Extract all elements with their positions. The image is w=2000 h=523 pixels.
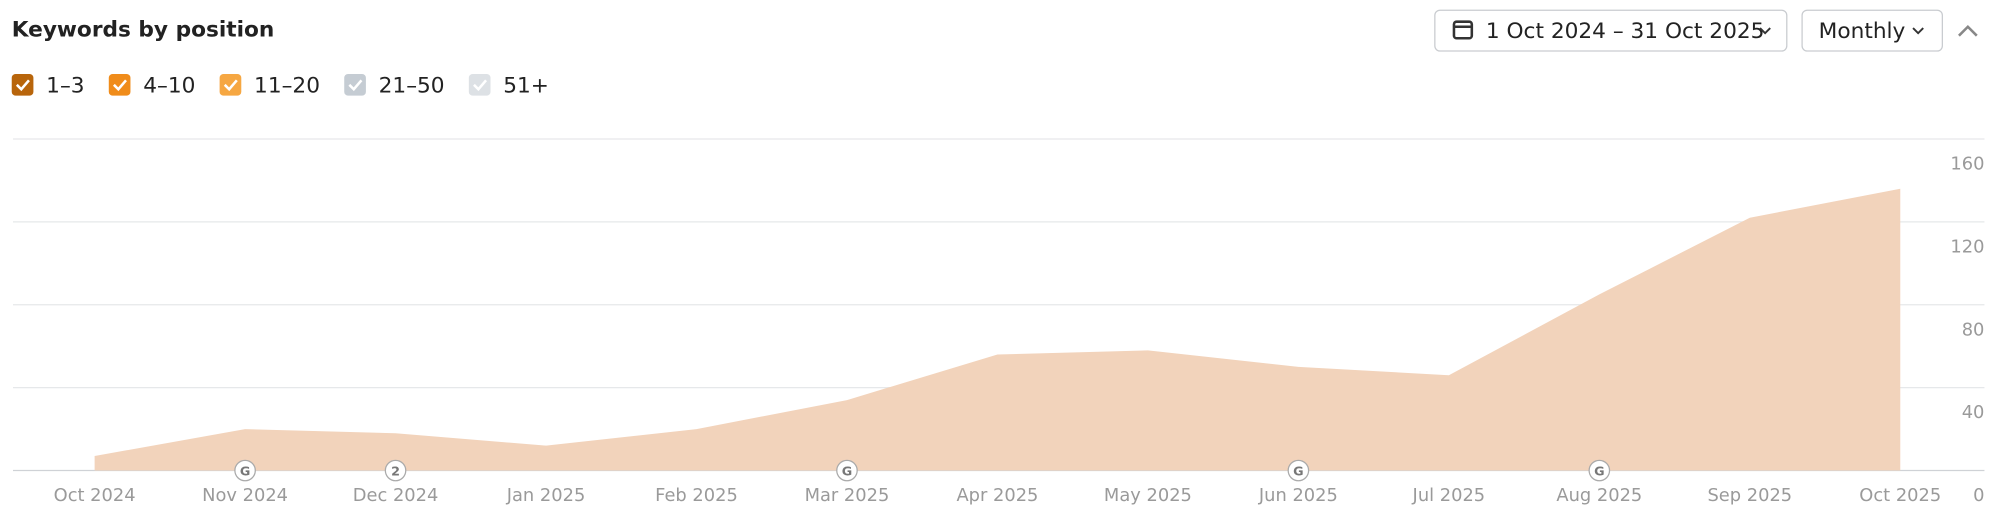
legend-checkbox[interactable] bbox=[108, 73, 131, 96]
event-marker[interactable] bbox=[836, 459, 858, 482]
legend-label: 21–50 bbox=[379, 74, 445, 99]
y-tick-label: 0 bbox=[1973, 485, 1984, 506]
x-tick-label: Jun 2025 bbox=[1258, 485, 1338, 506]
legend-checkbox[interactable] bbox=[344, 73, 366, 96]
y-tick-label: 40 bbox=[1962, 402, 1985, 423]
legend-label: 11–20 bbox=[254, 74, 320, 99]
checkmark bbox=[473, 79, 488, 92]
legend-checkbox[interactable] bbox=[219, 73, 242, 96]
legend-checkbox[interactable] bbox=[11, 73, 34, 96]
checkmark bbox=[223, 79, 238, 92]
checkmark bbox=[348, 79, 363, 92]
x-tick-label: Jan 2025 bbox=[506, 485, 586, 506]
y-tick-label: 80 bbox=[1962, 319, 1985, 340]
date-range-button[interactable]: 1 Oct 2024 – 31 Oct 2025 bbox=[1434, 9, 1788, 52]
checkmark bbox=[15, 79, 30, 92]
event-marker-label: G bbox=[1293, 464, 1303, 479]
interval-button[interactable]: Monthly bbox=[1801, 9, 1943, 52]
event-marker-label: G bbox=[1594, 464, 1604, 479]
legend-label: 51+ bbox=[503, 74, 549, 99]
y-tick-label: 160 bbox=[1950, 153, 1984, 174]
event-marker[interactable] bbox=[234, 459, 256, 482]
x-tick-label: Mar 2025 bbox=[805, 485, 890, 506]
legend-checkbox[interactable] bbox=[468, 73, 491, 96]
x-tick-label: Nov 2024 bbox=[202, 485, 288, 506]
chart-title: Keywords by position bbox=[12, 18, 275, 43]
x-tick-label: Dec 2024 bbox=[353, 485, 439, 506]
event-marker-label: 2 bbox=[391, 464, 400, 479]
legend-label: 4–10 bbox=[143, 74, 195, 99]
event-marker-label: G bbox=[240, 464, 250, 479]
x-tick-label: Jul 2025 bbox=[1412, 485, 1486, 506]
x-tick-label: May 2025 bbox=[1104, 485, 1192, 506]
area bbox=[94, 188, 1901, 471]
legend-label: 1–3 bbox=[46, 74, 84, 99]
event-marker-label: G bbox=[842, 464, 852, 479]
x-tick-label: Oct 2025 bbox=[1859, 485, 1941, 506]
y-tick-label: 120 bbox=[1950, 236, 1984, 257]
event-marker[interactable] bbox=[384, 459, 407, 482]
x-tick-label: Feb 2025 bbox=[655, 485, 738, 506]
date-range-text: 1 Oct 2024 – 31 Oct 2025 bbox=[1486, 19, 1765, 44]
x-tick-label: Apr 2025 bbox=[956, 485, 1038, 506]
collapse-button[interactable] bbox=[1958, 24, 1978, 37]
checkmark bbox=[112, 79, 127, 92]
x-tick-label: Sep 2025 bbox=[1707, 485, 1792, 506]
event-marker[interactable] bbox=[1287, 459, 1310, 482]
x-tick-label: Aug 2025 bbox=[1556, 485, 1642, 506]
x-tick-label: Oct 2024 bbox=[54, 485, 136, 506]
event-marker[interactable] bbox=[1588, 459, 1611, 482]
interval-text: Monthly bbox=[1819, 19, 1906, 44]
